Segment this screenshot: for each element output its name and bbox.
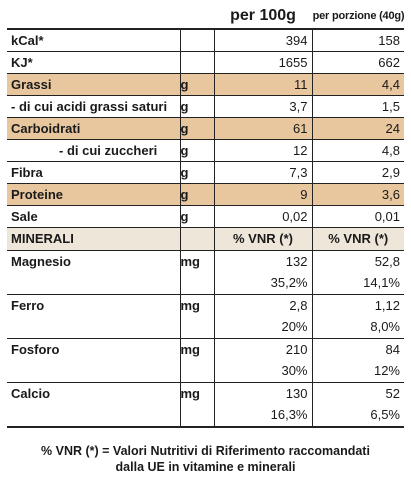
value-per-portion: 4,8	[381, 143, 400, 158]
nutrient-name: Fibra	[7, 161, 181, 184]
mineral-value-portion: 52,8	[374, 254, 400, 269]
value-per-portion: 662	[378, 55, 400, 70]
mineral-vnr-100g: 16,3%	[270, 407, 308, 422]
value-per-portion: 2,9	[381, 165, 400, 180]
mineral-vnr-portion: 14,1%	[363, 275, 400, 290]
mineral-value-portion: 52	[385, 386, 400, 401]
mineral-row-ferro: Ferro mg 2,8 20% 1,12 8,0%	[7, 294, 404, 339]
column-headers: per 100g per porzione (40g)	[0, 6, 411, 28]
mineral-row-magnesio: Magnesio mg 132 35,2% 52,8 14,1%	[7, 250, 404, 295]
minerals-title: MINERALI	[7, 227, 181, 251]
mineral-row-fosforo: Fosforo mg 210 30% 84 12%	[7, 338, 404, 383]
footnote-line-1: % VNR (*) = Valori Nutritivi di Riferime…	[41, 444, 370, 458]
vnr-footnote: % VNR (*) = Valori Nutritivi di Riferime…	[0, 443, 411, 475]
nutrient-row-sale: Sale g 0,02 0,01	[7, 205, 404, 228]
value-per-portion: 4,4	[312, 73, 404, 96]
nutrient-unit: g	[180, 183, 215, 206]
mineral-unit: mg	[180, 386, 201, 401]
mineral-vnr-100g: 30%	[281, 363, 308, 378]
value-per-portion: 158	[378, 33, 400, 48]
nutrient-row-grassi: Grassi g 11 4,4	[7, 73, 404, 96]
value-per-100g: 0,02	[214, 205, 313, 228]
value-per-portion: 24	[312, 117, 404, 140]
mineral-unit: mg	[180, 298, 201, 313]
nutrient-name: - di cui zuccheri	[7, 139, 181, 162]
nutrition-table: kCal* 394 158 KJ* 1655 662 Grassi g 11 4…	[7, 28, 404, 428]
nutrient-unit	[180, 29, 215, 52]
value-per-100g: 9	[214, 183, 313, 206]
nutrient-unit: g	[180, 205, 215, 228]
value-per-100g: 3,7	[214, 95, 313, 118]
mineral-vnr-portion: 12%	[373, 363, 400, 378]
mineral-unit: mg	[180, 254, 201, 269]
nutrient-row-proteine: Proteine g 9 3,6	[7, 183, 404, 206]
nutrient-row-fibra: Fibra g 7,3 2,9	[7, 161, 404, 184]
mineral-vnr-100g: 20%	[281, 319, 308, 334]
nutrient-unit: g	[180, 117, 215, 140]
value-per-100g: 1655	[214, 51, 313, 74]
value-per-portion: 0,01	[374, 209, 400, 224]
nutrient-name: Sale	[7, 205, 181, 228]
mineral-vnr-portion: 8,0%	[370, 319, 400, 334]
mineral-value-portion: 1,12	[374, 298, 400, 313]
mineral-value-100g: 130	[285, 386, 308, 401]
minerals-header-row: MINERALI % VNR (*) % VNR (*)	[7, 227, 404, 251]
value-per-100g: 7,3	[214, 161, 313, 184]
nutrient-name: - di cui acidi grassi saturi	[7, 95, 181, 118]
mineral-value-portion: 84	[385, 342, 400, 357]
mineral-vnr-100g: 35,2%	[270, 275, 308, 290]
per-100g-header: per 100g	[230, 7, 296, 24]
nutrient-row-saturi: - di cui acidi grassi saturi g 3,7 1,5	[7, 95, 404, 118]
minerals-unit-empty	[180, 227, 215, 251]
mineral-vnr-portion: 6,5%	[370, 407, 400, 422]
value-per-portion: 3,6	[312, 183, 404, 206]
nutrient-name: KJ*	[7, 51, 181, 74]
value-per-100g: 11	[214, 73, 313, 96]
mineral-value-100g: 132	[285, 254, 308, 269]
nutrient-row-zuccheri: - di cui zuccheri g 12 4,8	[7, 139, 404, 162]
nutrient-unit: g	[180, 73, 215, 96]
nutrient-unit	[180, 51, 215, 74]
value-per-100g: 12	[214, 139, 313, 162]
nutrient-name: kCal*	[7, 29, 181, 52]
value-per-100g: 394	[214, 29, 313, 52]
nutrient-unit: g	[180, 161, 215, 184]
mineral-name: Fosforo	[11, 342, 60, 357]
nutrient-name: Grassi	[7, 73, 181, 96]
per-portion-header: per porzione (40g)	[312, 10, 405, 22]
mineral-name: Ferro	[11, 298, 45, 313]
mineral-unit: mg	[180, 342, 201, 357]
mineral-value-100g: 210	[285, 342, 308, 357]
nutrient-row-carboidrati: Carboidrati g 61 24	[7, 117, 404, 140]
mineral-row-calcio: Calcio mg 130 16,3% 52 6,5%	[7, 382, 404, 427]
mineral-name: Calcio	[11, 386, 51, 401]
mineral-value-100g: 2,8	[289, 298, 308, 313]
nutrient-unit: g	[180, 95, 215, 118]
value-per-portion: 1,5	[381, 99, 400, 114]
footnote-line-2: dalla UE in vitamine e minerali	[115, 460, 296, 474]
vnr-header-100g: % VNR (*)	[214, 227, 313, 251]
value-per-100g: 61	[214, 117, 313, 140]
mineral-name: Magnesio	[11, 254, 71, 269]
nutrient-row-kcal: kCal* 394 158	[7, 29, 404, 52]
nutrient-row-kj: KJ* 1655 662	[7, 51, 404, 74]
vnr-header-portion: % VNR (*)	[312, 227, 404, 251]
nutrient-unit: g	[180, 139, 215, 162]
nutrient-name: Proteine	[7, 183, 181, 206]
nutrient-name: Carboidrati	[7, 117, 181, 140]
